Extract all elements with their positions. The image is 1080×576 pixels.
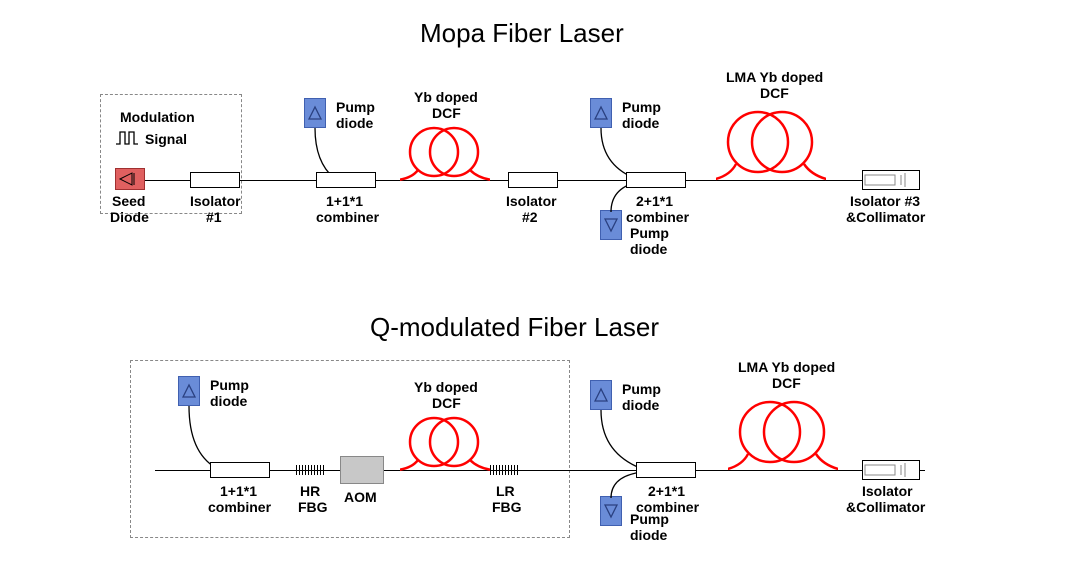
qmod-pump-1-label-1: Pump (210, 378, 249, 393)
isolator-1-label-1: Isolator (190, 194, 241, 209)
qmod-pump-3-label-2: diode (630, 528, 667, 543)
mopa-pump-2 (590, 98, 612, 128)
qmod-combiner-2 (636, 462, 696, 478)
seed-diode-label-2: Diode (110, 210, 149, 225)
lr-fbg-label-2: FBG (492, 500, 522, 515)
mopa-coil-1-label-1: Yb doped (414, 90, 478, 105)
mopa-pump-1 (304, 98, 326, 128)
signal-label: Signal (145, 132, 187, 147)
mopa-coil-2-label-2: DCF (760, 86, 789, 101)
isolator-2 (508, 172, 558, 188)
mopa-coil-1-label-2: DCF (432, 106, 461, 121)
isolator-3 (862, 170, 920, 190)
diagram-canvas: Mopa Fiber Laser Q-modulated Fiber Laser… (0, 0, 1080, 576)
qmod-combiner-1 (210, 462, 270, 478)
qmod-isolator (862, 460, 920, 480)
qmod-isolator-label-2: &Collimator (846, 500, 925, 515)
lr-fbg-label-1: LR (496, 484, 515, 499)
aom (340, 456, 384, 484)
qmod-combiner-2-label-2: combiner (636, 500, 699, 515)
qmod-pump-3 (600, 496, 622, 526)
qmod-coil-2 (728, 392, 838, 474)
isolator-1 (190, 172, 240, 188)
mopa-combiner-2 (626, 172, 686, 188)
mopa-combiner-2-label-2: combiner (626, 210, 689, 225)
isolator-2-label-2: #2 (522, 210, 538, 225)
aom-label: AOM (344, 490, 377, 505)
qmod-combiner-1-label-2: combiner (208, 500, 271, 515)
qmod-pump-1 (178, 376, 200, 406)
mopa-combiner-2-label-1: 2+1*1 (636, 194, 673, 209)
qmod-coil-1 (400, 410, 490, 474)
mopa-combiner-1-label-1: 1+1*1 (326, 194, 363, 209)
mopa-pump-3-label-2: diode (630, 242, 667, 257)
pulse-icon (115, 130, 139, 146)
lr-fbg (490, 465, 518, 475)
qmod-coil-2-label-2: DCF (772, 376, 801, 391)
qmod-coil-1-label-1: Yb doped (414, 380, 478, 395)
qmod-pump-2-label-1: Pump (622, 382, 661, 397)
hr-fbg-label-1: HR (300, 484, 320, 499)
qmod-coil-2-label-1: LMA Yb doped (738, 360, 835, 375)
mopa-coil-2 (716, 102, 826, 184)
qmod-coil-1-label-2: DCF (432, 396, 461, 411)
modulation-label: Modulation (120, 110, 195, 125)
mopa-coil-1 (400, 120, 490, 184)
mopa-pump-1-label-2: diode (336, 116, 373, 131)
qmod-combiner-1-label-1: 1+1*1 (220, 484, 257, 499)
hr-fbg (296, 465, 324, 475)
mopa-combiner-1-label-2: combiner (316, 210, 379, 225)
title-qmod: Q-modulated Fiber Laser (370, 312, 659, 343)
qmod-pump-2 (590, 380, 612, 410)
qmod-isolator-label-1: Isolator (862, 484, 913, 499)
seed-diode-label-1: Seed (112, 194, 145, 209)
mopa-pump-3-label-1: Pump (630, 226, 669, 241)
mopa-pump-2-label-1: Pump (622, 100, 661, 115)
mopa-combiner-1 (316, 172, 376, 188)
mopa-pump-3 (600, 210, 622, 240)
isolator-1-label-2: #1 (206, 210, 222, 225)
mopa-pump-1-label-1: Pump (336, 100, 375, 115)
qmod-combiner-2-label-1: 2+1*1 (648, 484, 685, 499)
isolator-3-label-1: Isolator #3 (850, 194, 920, 209)
title-mopa: Mopa Fiber Laser (420, 18, 624, 49)
isolator-3-label-2: &Collimator (846, 210, 925, 225)
seed-diode (115, 168, 145, 190)
isolator-2-label-1: Isolator (506, 194, 557, 209)
hr-fbg-label-2: FBG (298, 500, 328, 515)
mopa-coil-2-label-1: LMA Yb doped (726, 70, 823, 85)
